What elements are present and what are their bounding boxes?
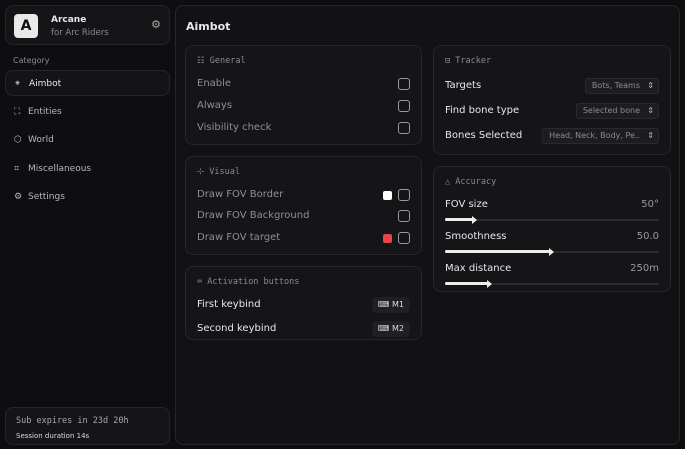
sidebar-item-entities[interactable]: ⛶ Entities [5,99,170,125]
option-draw-fov-target[interactable]: Draw FOV target [197,230,410,246]
keybind-first: First keybind ⌨ M1 [197,297,410,313]
activation-title: ⌨ Activation buttons [197,277,300,287]
slider-thumb[interactable] [486,280,492,288]
session-duration: Session duration 14s [16,432,90,440]
general-title: ☷ General [197,56,246,66]
option-visibility-check[interactable]: Visibility check [197,120,410,136]
brand-card: A Arcane for Arc Riders ⚙ [5,5,170,45]
subscription-card: Sub expires in 23d 20h Session duration … [5,407,170,445]
option-draw-fov-border[interactable]: Draw FOV Border [197,187,410,203]
visual-icon: ⊹ [197,167,210,177]
sidebar-item-label: World [28,135,54,145]
chevron-updown-icon: ⇕ [647,106,654,115]
checkbox[interactable] [398,78,410,90]
slider-fov-size[interactable]: FOV size 50° [445,199,659,229]
accuracy-card: △ Accuracy FOV size 50° Smoothness 50.0 Ma… [433,166,671,292]
category-label: Category [13,56,50,65]
globe-icon: ⬡ [14,135,22,145]
tracker-icon: ⊟ [445,56,456,66]
bone-type-select[interactable]: Selected bone ⇕ [575,103,659,119]
option-always[interactable]: Always [197,98,410,114]
tracker-title: ⊟ Tracker [445,56,492,66]
keybind-button[interactable]: ⌨ M1 [371,297,410,313]
sidebar-item-settings[interactable]: ⚙ Settings [5,184,170,210]
sidebar-item-label: Settings [28,192,65,202]
bones-selected-row: Bones Selected Head, Neck, Body, Pe.. ⇕ [445,128,659,144]
slider-fill [445,282,490,285]
general-icon: ☷ [197,56,210,66]
bones-select[interactable]: Head, Neck, Body, Pe.. ⇕ [542,128,659,144]
activation-card: ⌨ Activation buttons First keybind ⌨ M1 S… [185,266,422,340]
settings-gear-icon[interactable]: ⚙ [151,18,161,31]
general-card: ☷ General Enable Always Visibility check [185,45,422,145]
visual-card: ⊹ Visual Draw FOV Border Draw FOV Backgr… [185,156,422,255]
slider-thumb[interactable] [549,248,554,256]
warning-triangle-icon: △ [445,177,456,187]
accuracy-title: △ Accuracy [445,177,497,187]
chevron-updown-icon: ⇕ [647,81,654,90]
page-title: Aimbot [186,20,231,33]
chevron-updown-icon: ⇕ [647,131,654,140]
keybind-button[interactable]: ⌨ M2 [371,321,410,337]
crosshair-icon: ⌖ [15,79,21,89]
entities-icon: ⛶ [14,107,21,117]
tracker-card: ⊟ Tracker Targets Bots, Teams ⇕ Find bone … [433,45,671,155]
option-draw-fov-background[interactable]: Draw FOV Background [197,208,410,224]
sidebar-item-aimbot[interactable]: ⌖ Aimbot [5,70,170,96]
color-swatch[interactable] [383,234,392,243]
brand-subtitle: for Arc Riders [51,28,109,38]
visual-title: ⊹ Visual [197,167,240,177]
keyboard-icon: ⌨ [197,277,208,287]
slider-fill [445,250,552,253]
logo: A [14,14,38,38]
checkbox[interactable] [398,122,410,134]
targets-row: Targets Bots, Teams ⇕ [445,78,659,94]
gear-icon: ⚙ [14,192,23,202]
option-enable[interactable]: Enable [197,76,410,92]
slider-thumb[interactable] [471,216,477,224]
color-swatch[interactable] [383,191,392,200]
slider-max-distance[interactable]: Max distance 250m [445,263,659,293]
bone-type-row: Find bone type Selected bone ⇕ [445,103,659,119]
sidebar-item-label: Entities [28,107,62,117]
checkbox[interactable] [398,189,410,201]
checkbox[interactable] [398,100,410,112]
brand-name: Arcane [51,15,87,25]
checkbox[interactable] [398,232,410,244]
targets-select[interactable]: Bots, Teams ⇕ [584,78,659,94]
sidebar-item-label: Aimbot [29,79,62,89]
grid-icon: ⌗ [14,164,20,174]
slider-fill [445,218,475,221]
sidebar-item-world[interactable]: ⬡ World [5,127,170,153]
keybind-second: Second keybind ⌨ M2 [197,321,410,337]
subscription-expiry: Sub expires in 23d 20h [16,416,129,426]
slider-smoothness[interactable]: Smoothness 50.0 [445,231,659,261]
sidebar-item-label: Miscellaneous [28,164,92,174]
sidebar-item-miscellaneous[interactable]: ⌗ Miscellaneous [5,156,170,182]
checkbox[interactable] [398,210,410,222]
